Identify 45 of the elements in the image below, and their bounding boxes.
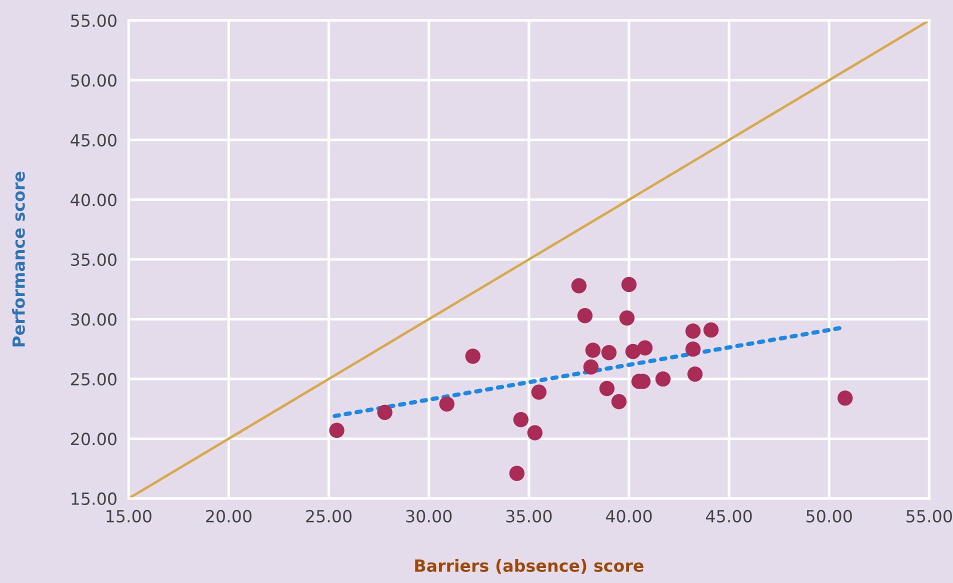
y-tick-label: 55.00	[71, 14, 116, 27]
point	[583, 359, 599, 375]
point	[625, 344, 641, 360]
x-tick-label: 15.00	[106, 510, 152, 522]
point	[838, 390, 853, 406]
x-tick-label: 55.00	[906, 510, 952, 522]
x-tick-label: 40.00	[606, 510, 652, 522]
x-tick-label: 45.00	[706, 510, 752, 522]
point	[329, 422, 344, 438]
point	[599, 380, 615, 396]
point	[621, 276, 637, 292]
point	[531, 384, 547, 400]
y-tick-label: 35.00	[71, 253, 116, 266]
point	[619, 310, 635, 326]
x-tick-label: 35.00	[506, 510, 552, 522]
y-tick-label: 15.00	[72, 492, 116, 506]
point	[465, 348, 480, 364]
point	[655, 371, 671, 387]
point	[571, 278, 587, 294]
point	[637, 340, 653, 356]
y-tick-label: 30.00	[71, 313, 116, 326]
point	[527, 425, 543, 440]
point	[377, 404, 392, 420]
y-tick-label: 45.00	[70, 134, 116, 146]
point	[703, 322, 719, 338]
x-axis-title: Barriers (absence) score	[415, 559, 644, 574]
y-tick-label: 25.00	[71, 372, 116, 386]
point	[611, 394, 627, 410]
x-tick-label: 25.00	[306, 510, 352, 522]
point	[685, 341, 701, 357]
point	[687, 366, 703, 382]
y-tick-label: 20.00	[71, 432, 116, 446]
point	[513, 412, 529, 428]
point	[685, 324, 701, 339]
point	[509, 466, 525, 481]
point	[439, 396, 454, 412]
x-tick-label: 20.00	[206, 510, 252, 522]
x-tick-label: 30.00	[406, 510, 452, 522]
x-tick-label: 50.00	[806, 510, 852, 522]
y-tick-label: 50.00	[71, 74, 116, 87]
point	[601, 345, 617, 360]
point	[585, 342, 601, 358]
y-axis-title: Performance score	[12, 172, 25, 346]
point	[577, 308, 593, 324]
y-tick-label: 40.00	[70, 194, 116, 206]
